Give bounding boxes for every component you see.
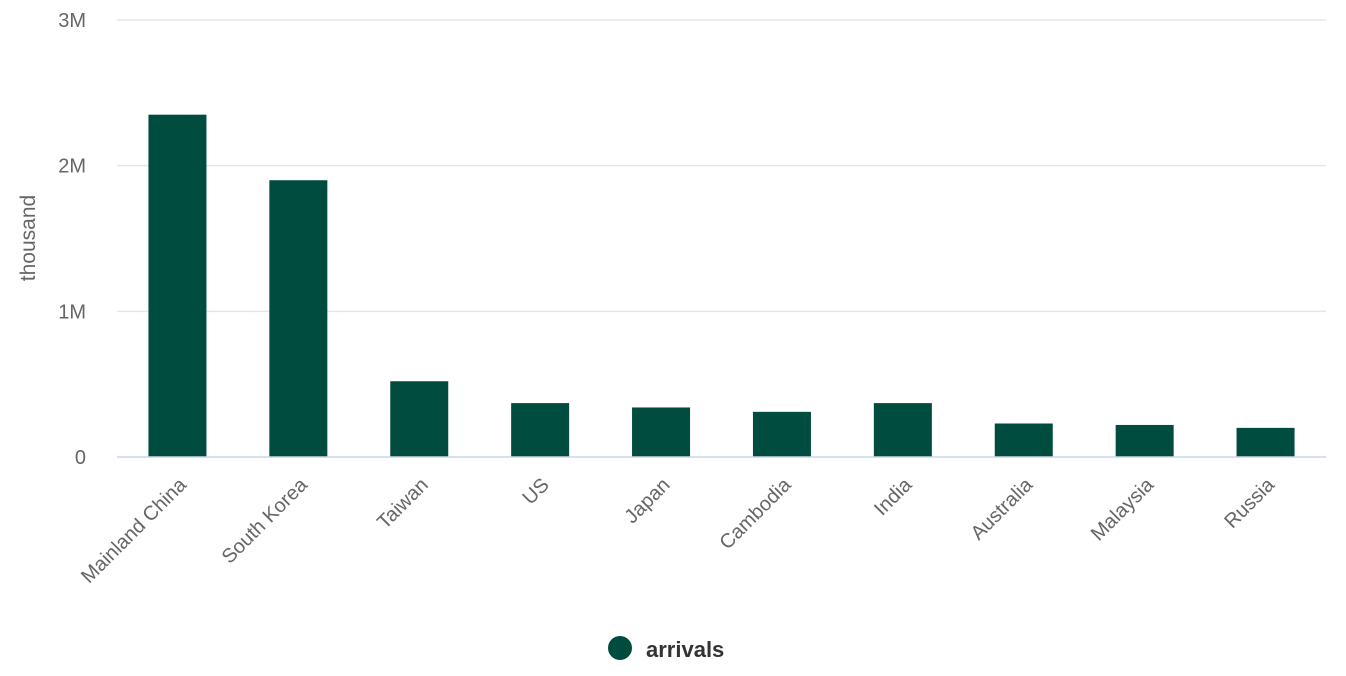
x-tick-label: India <box>870 473 917 520</box>
x-tick-label: Taiwan <box>373 474 433 534</box>
bar-india[interactable] <box>873 403 932 457</box>
y-tick-label: 0 <box>75 447 86 469</box>
bar-us[interactable] <box>511 403 570 457</box>
x-tick-label: Mainland China <box>77 473 191 587</box>
y-tick-label: 1M <box>58 301 86 323</box>
x-tick-label: US <box>518 474 553 509</box>
legend-swatch <box>608 636 632 660</box>
bar-taiwan[interactable] <box>390 381 449 457</box>
bar-australia[interactable] <box>994 423 1053 457</box>
x-axis-category-labels: Mainland China South Korea Taiwan US Japan Ca… <box>77 473 1280 587</box>
bar-japan[interactable] <box>632 407 691 457</box>
bar-russia[interactable] <box>1236 427 1295 457</box>
x-tick-label: Japan <box>620 474 674 528</box>
y-axis-tick-labels: 0 1M 2M 3M <box>58 10 86 469</box>
y-axis-title: thousand <box>17 195 40 281</box>
bar-malaysia[interactable] <box>1115 424 1174 457</box>
legend[interactable]: arrivals <box>608 636 724 662</box>
bar-south-korea[interactable] <box>269 180 328 457</box>
bar-cambodia[interactable] <box>752 411 811 457</box>
bar-mainland-china[interactable] <box>148 114 207 457</box>
x-tick-label: Australia <box>967 473 1038 544</box>
bars <box>148 114 1295 457</box>
legend-label-arrivals: arrivals <box>646 637 724 662</box>
x-tick-label: Russia <box>1220 473 1279 532</box>
y-tick-label: 2M <box>58 156 86 178</box>
x-tick-label: Malaysia <box>1087 473 1159 545</box>
x-tick-label: South Korea <box>218 473 313 568</box>
x-tick-label: Cambodia <box>715 473 796 554</box>
y-tick-label: 3M <box>58 10 86 32</box>
